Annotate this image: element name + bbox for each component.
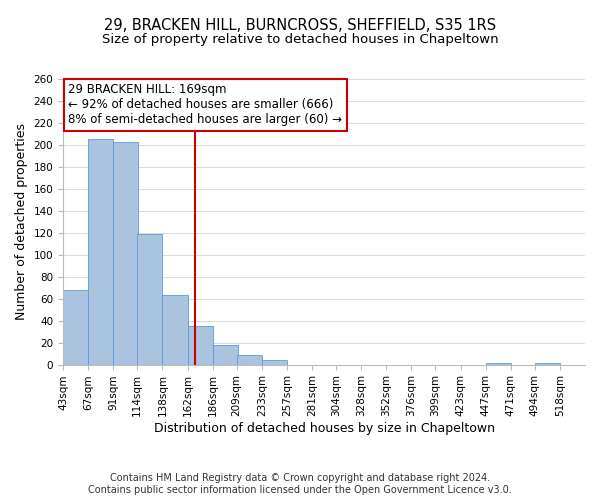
Bar [137,234,163,364]
Bar [113,142,139,364]
Bar [212,345,238,364]
Bar [63,290,88,364]
Bar [163,296,188,364]
Text: 29, BRACKEN HILL, BURNCROSS, SHEFFIELD, S35 1RS: 29, BRACKEN HILL, BURNCROSS, SHEFFIELD, … [104,18,496,32]
Bar [262,360,287,364]
Text: Contains HM Land Registry data © Crown copyright and database right 2024.
Contai: Contains HM Land Registry data © Crown c… [88,474,512,495]
X-axis label: Distribution of detached houses by size in Chapeltown: Distribution of detached houses by size … [154,422,494,435]
Bar [188,326,212,364]
Text: 29 BRACKEN HILL: 169sqm
← 92% of detached houses are smaller (666)
8% of semi-de: 29 BRACKEN HILL: 169sqm ← 92% of detache… [68,84,342,126]
Y-axis label: Number of detached properties: Number of detached properties [15,124,28,320]
Bar [88,140,113,364]
Bar [236,354,262,364]
Text: Size of property relative to detached houses in Chapeltown: Size of property relative to detached ho… [101,32,499,46]
